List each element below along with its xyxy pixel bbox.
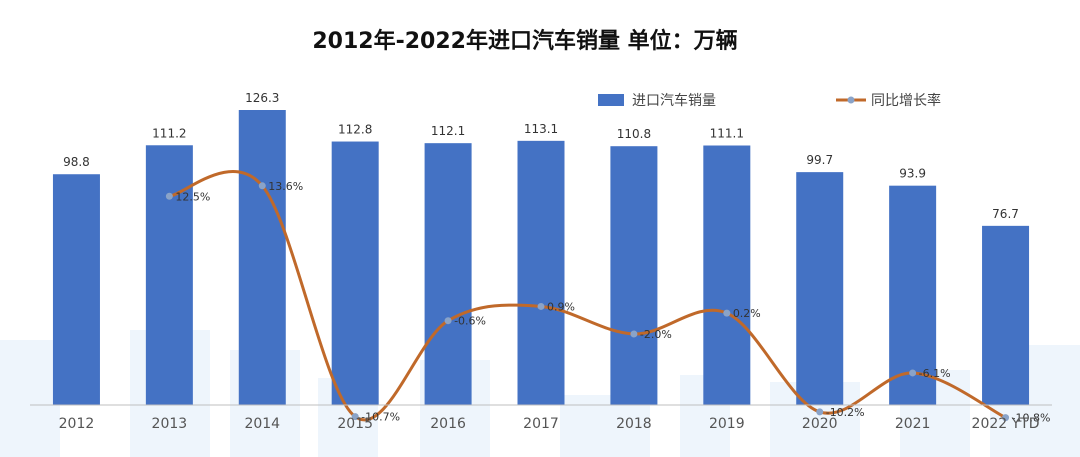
bar-value-label: 112.1 [431,124,465,138]
legend: 进口汽车销量 同比增长率 [598,92,941,109]
x-tick-label: 2013 [152,416,188,432]
growth-rate-line [167,170,1008,422]
growth-rate-label: 12.5% [175,190,210,203]
bar-value-label: 112.8 [338,123,372,137]
growth-rate-marker [723,309,731,317]
x-axis-tick-labels: 2012 2013 2014 2015 2016 2017 2018 2019 2020 2021… [59,416,1040,432]
bar [331,141,379,405]
bar-value-label: 111.2 [152,126,186,140]
bar-value-label: 99.7 [806,153,833,167]
growth-rate-label: -10.8% [1012,412,1051,425]
x-tick-label: 2021 [895,416,931,432]
x-tick-label: 2015 [337,416,373,432]
legend-bar-label: 进口汽车销量 [632,92,716,109]
growth-rate-label: 0.2% [733,307,761,320]
growth-rate-marker [630,330,638,338]
bar [982,225,1030,405]
legend-bar-swatch [598,94,624,106]
bar-value-label: 93.9 [899,167,926,181]
chart-title: 2012年-2022年进口汽车销量 单位：万辆 [312,28,737,54]
x-tick-label: 2020 [802,416,838,432]
growth-rate-marker [537,302,545,310]
bar-value-labels: 98.8 111.2 126.3 112.8 112.1 113.1 110.8 111.1 9… [63,91,1019,221]
x-tick-label: 2012 [59,416,95,432]
bar [145,145,193,405]
growth-rate-marker [909,369,917,377]
background-block [0,340,60,457]
growth-rate-marker [816,408,824,416]
x-tick-label: 2018 [616,416,652,432]
bar [889,185,937,405]
growth-rate-label: 13.6% [268,180,303,193]
bar [52,174,100,405]
growth-rate-marker [444,317,452,325]
bar [703,145,751,405]
growth-rate-marker [351,413,359,421]
bar-value-label: 76.7 [992,207,1019,221]
bar [517,140,565,405]
x-tick-label: 2019 [709,416,745,432]
bar [796,172,844,405]
bar [424,143,472,406]
x-tick-label: 2014 [244,416,280,432]
growth-rate-labels: 12.5% 13.6% -10.7% -0.6% 0.9% -2.0% 0.2% -10.2%… [175,180,1050,425]
growth-rate-markers [165,182,1010,422]
growth-rate-label: -2.0% [640,328,672,341]
growth-rate-marker [258,182,266,190]
growth-rate-label: -10.2% [826,406,865,419]
bar-value-label: 111.1 [710,127,744,141]
bar-series [52,110,1030,406]
bar-value-label: 110.8 [617,127,651,141]
legend-line-marker [847,96,855,104]
bar [610,146,658,405]
growth-rate-label: 0.9% [547,300,575,313]
x-tick-label: 2016 [430,416,466,432]
bar-value-label: 126.3 [245,91,279,105]
legend-line-label: 同比增长率 [871,92,941,109]
x-tick-label: 2022 YTD [972,416,1040,432]
growth-rate-marker [165,192,173,200]
x-tick-label: 2017 [523,416,559,432]
bar-value-label: 113.1 [524,122,558,136]
growth-rate-marker [1002,414,1010,422]
growth-rate-label: -6.1% [919,367,951,380]
growth-rate-label: -10.7% [361,411,400,424]
bar-value-label: 98.8 [63,155,90,169]
growth-rate-label: -0.6% [454,315,486,328]
bar [238,110,286,405]
